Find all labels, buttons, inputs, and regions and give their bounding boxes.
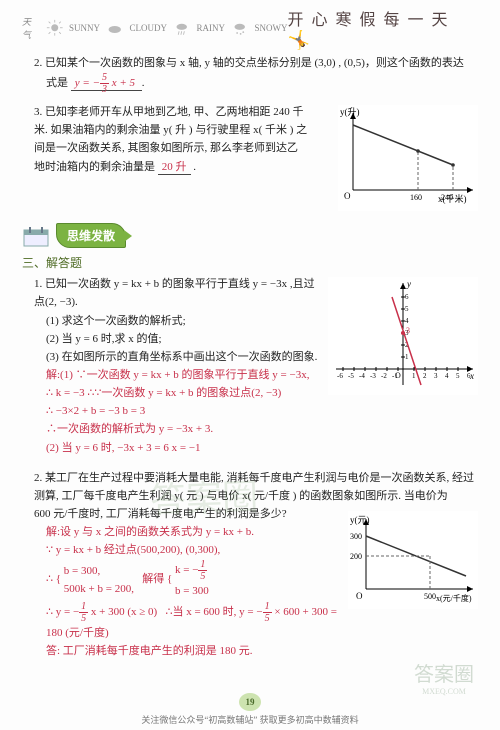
svg-text:4: 4 bbox=[445, 372, 449, 380]
svg-text:-5: -5 bbox=[348, 372, 354, 380]
svg-text:3: 3 bbox=[434, 372, 438, 380]
snow-icon bbox=[231, 19, 248, 37]
weather-cloudy: CLOUDY bbox=[129, 23, 167, 33]
svg-text:O: O bbox=[344, 191, 351, 201]
p2-stem-0: 某工厂在生产过程中要消耗大量电能, 消耗每千度电产生利润与电价是一次函数关系, … bbox=[45, 472, 474, 484]
svg-text:y(元): y(元) bbox=[350, 515, 370, 525]
q2-text-a: 已知某个一次函数的图象与 x 轴, y 轴的交点坐标分别是 (3,0) , (0… bbox=[45, 57, 464, 69]
question-3: O y(升) x(千米) 160 240 3. 已知李老师开车从甲地到乙地, 甲… bbox=[22, 103, 478, 176]
svg-text:O: O bbox=[356, 591, 363, 601]
svg-text:6: 6 bbox=[467, 372, 471, 380]
p2-sol-4: 答: 工厂消耗每千度电产生的利润是 180 元. bbox=[34, 642, 478, 660]
svg-text:5: 5 bbox=[456, 372, 460, 380]
q2-period: . bbox=[142, 77, 145, 89]
q3-line0: 已知李老师开车从甲地到乙地, 甲、乙两地相距 240 千 bbox=[45, 106, 304, 118]
q2-text-b: 式是 bbox=[34, 77, 68, 89]
problem-2: 2. 某工厂在生产过程中要消耗大量电能, 消耗每千度电产生利润与电价是一次函数关… bbox=[22, 469, 478, 660]
svg-text:160: 160 bbox=[410, 193, 422, 202]
page-footer: 19 关注微信公众号“初高数辅站” 获取更多初高中数辅资料 bbox=[0, 693, 500, 726]
question-2: 2. 已知某个一次函数的图象与 x 轴, y 轴的交点坐标分别是 (3,0) ,… bbox=[22, 54, 478, 95]
svg-text:500: 500 bbox=[424, 592, 436, 601]
svg-text:5: 5 bbox=[405, 305, 409, 313]
weather-rainy: RAINY bbox=[196, 23, 225, 33]
svg-text:-6: -6 bbox=[337, 372, 343, 380]
svg-text:3: 3 bbox=[406, 326, 410, 335]
svg-text:y: y bbox=[406, 279, 411, 289]
svg-text:-3: -3 bbox=[370, 372, 376, 380]
page-title-text: 开 心 寒 假 每 一 天 bbox=[287, 12, 449, 29]
calendar-icon bbox=[22, 224, 52, 248]
q3-line3: 地时油箱内的剩余油量是 bbox=[34, 161, 155, 173]
p1-sol-4: (2) 当 y = 6 时, −3x + 3 = 6 x = −1 bbox=[34, 439, 478, 457]
p2-stem-1: 测算, 工厂每千度电产生利润 y( 元 ) 与电价 x( 元/千度 ) 的函数图… bbox=[34, 490, 448, 502]
jump-icon: 🤸 bbox=[287, 30, 311, 50]
svg-text:300: 300 bbox=[350, 532, 362, 541]
section-3-title: 三、解答题 bbox=[22, 254, 478, 271]
svg-text:1: 1 bbox=[405, 353, 409, 361]
svg-text:-2: -2 bbox=[381, 372, 387, 380]
q2-num: 2. bbox=[34, 57, 42, 69]
watermark-big: 答案圈 bbox=[414, 658, 474, 687]
svg-text:4: 4 bbox=[405, 317, 409, 325]
p1-sol-2: ∴ −3×2 + b = −3 b = 3 bbox=[34, 402, 478, 420]
sun-icon bbox=[46, 19, 63, 37]
p2-num: 2. bbox=[34, 472, 42, 484]
svg-text:-4: -4 bbox=[359, 372, 365, 380]
q3-num: 3. bbox=[34, 106, 42, 118]
weather-label: 天气 bbox=[22, 15, 40, 41]
weather-strip: 天气 SUNNY CLOUDY RAINY SNOWY bbox=[22, 15, 287, 41]
tag-label: 思维发散 bbox=[56, 223, 126, 248]
footer-note: 关注微信公众号“初高数辅站” 获取更多初高中数辅资料 bbox=[141, 715, 358, 725]
p2-stem-2: 600 元/千度时, 工厂消耗每千度电产生的利润是多少? bbox=[34, 508, 287, 520]
svg-text:-1: -1 bbox=[392, 372, 398, 380]
p1-num: 1. bbox=[34, 278, 42, 290]
p1-chart: x y O -6-5-4 -3-2-1 123 456 123 456 bbox=[328, 277, 478, 395]
problem-1: x y O -6-5-4 -3-2-1 123 456 123 456 bbox=[22, 275, 478, 456]
svg-text:6: 6 bbox=[405, 293, 409, 301]
page-number: 19 bbox=[239, 693, 261, 711]
p1-stem: 已知一次函数 y = kx + b 的图象平行于直线 y = −3x ,且过点(… bbox=[34, 278, 315, 308]
q3-line1: 米. 如果油箱内的剩余油量 y( 升 ) 与行驶里程 x( 千米 ) 之 bbox=[34, 124, 307, 136]
q3-answer: 20 升 bbox=[158, 161, 191, 175]
svg-text:2: 2 bbox=[423, 372, 427, 380]
q2-answer: y = −53 x + 5 bbox=[71, 77, 142, 91]
weather-sunny: SUNNY bbox=[69, 23, 100, 33]
q3-chart: O y(升) x(千米) 160 240 bbox=[338, 105, 478, 211]
cloud-icon bbox=[106, 19, 123, 37]
q3-period: . bbox=[193, 161, 196, 173]
q3-line2: 间是一次函数关系, 其图象如图所示, 那么李老师到达乙 bbox=[34, 142, 298, 154]
svg-text:200: 200 bbox=[350, 552, 362, 561]
svg-text:y(升): y(升) bbox=[340, 107, 360, 117]
svg-text:240: 240 bbox=[441, 193, 453, 202]
tag-arrow-icon bbox=[124, 230, 132, 242]
rain-icon bbox=[173, 19, 190, 37]
page: 天气 SUNNY CLOUDY RAINY SNOWY 开 心 寒 假 每 一 … bbox=[0, 0, 500, 730]
svg-text:x(元/千度): x(元/千度) bbox=[436, 593, 472, 603]
watermark-logo: 答案圈 MXEQ.COM bbox=[414, 658, 474, 696]
think-divergence-tag: 思维发散 bbox=[22, 223, 478, 248]
svg-text:1: 1 bbox=[412, 372, 416, 380]
header-bar: 天气 SUNNY CLOUDY RAINY SNOWY 开 心 寒 假 每 一 … bbox=[22, 8, 478, 48]
p2-chart: O y(元) x(元/千度) 300 200 500 bbox=[348, 511, 478, 609]
weather-snowy: SNOWY bbox=[254, 23, 287, 33]
p1-sol-3: ∴一次函数的解析式为 y = −3x + 3. bbox=[34, 420, 478, 438]
page-title: 开 心 寒 假 每 一 天 🤸 bbox=[287, 6, 478, 51]
